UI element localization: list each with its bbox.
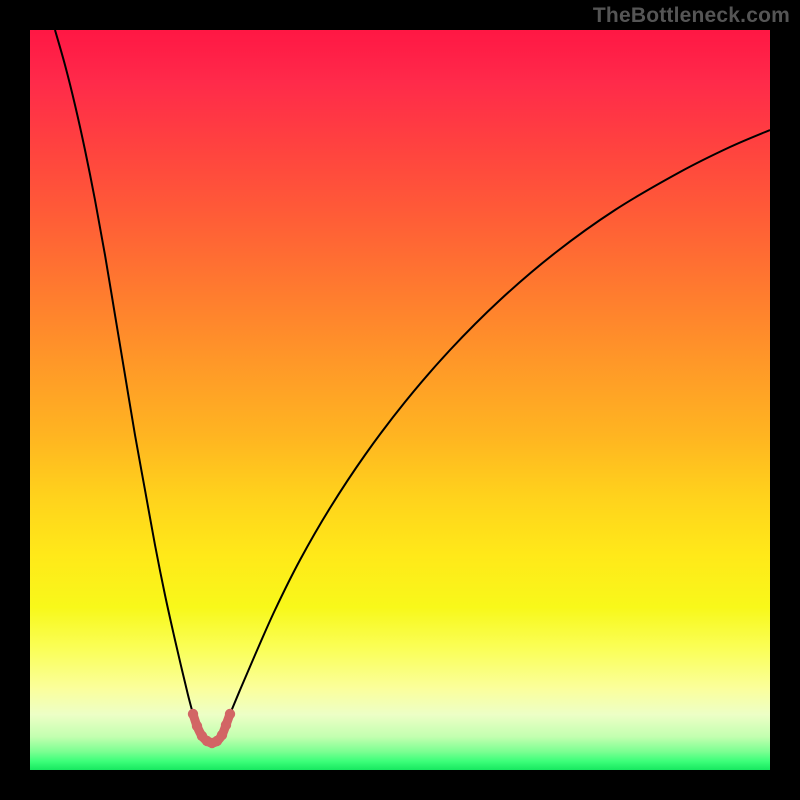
valley-marker	[188, 709, 198, 719]
valley-marker	[225, 709, 235, 719]
valley-marker	[221, 720, 231, 730]
watermark-text: TheBottleneck.com	[593, 4, 790, 28]
valley-marker	[192, 721, 202, 731]
chart-area	[30, 30, 770, 770]
figure-container: TheBottleneck.com	[0, 0, 800, 800]
chart-background	[30, 30, 770, 770]
valley-marker	[217, 730, 227, 740]
bottleneck-curve-chart	[30, 30, 770, 770]
